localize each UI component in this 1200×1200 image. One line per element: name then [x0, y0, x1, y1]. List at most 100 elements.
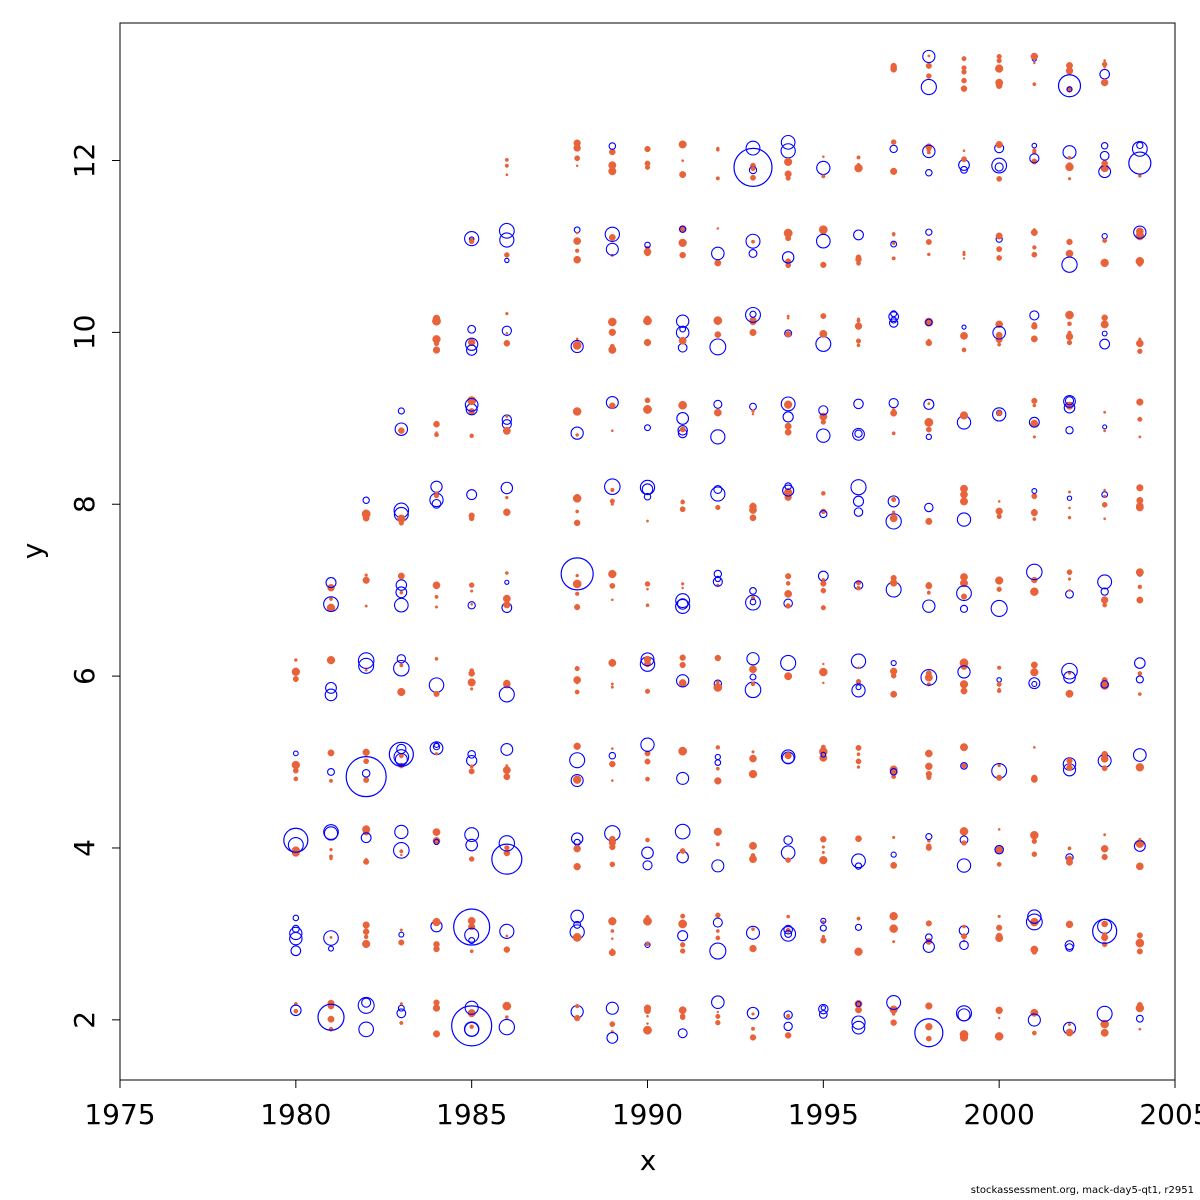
- negative-residual-point: [709, 942, 727, 960]
- negative-residual-point: [428, 677, 445, 693]
- positive-residual-point: [1138, 337, 1142, 341]
- negative-residual-point: [324, 688, 338, 702]
- negative-residual-point: [745, 233, 761, 249]
- positive-residual-point: [996, 586, 1002, 592]
- positive-residual-point: [962, 924, 966, 929]
- positive-residual-point: [997, 342, 1002, 347]
- positive-residual-point: [962, 257, 966, 260]
- positive-residual-point: [470, 589, 474, 593]
- positive-residual-point: [434, 752, 439, 756]
- y-tick-label: 2: [68, 1011, 101, 1029]
- positive-residual-point: [399, 663, 404, 668]
- negative-residual-point: [818, 405, 829, 416]
- positive-residual-point: [995, 507, 1003, 515]
- negative-residual-point: [925, 433, 933, 441]
- negative-residual-point: [745, 140, 761, 156]
- positive-residual-point: [399, 1002, 403, 1006]
- positive-residual-point: [608, 949, 616, 957]
- negative-residual-point: [358, 657, 375, 674]
- data-points: [283, 49, 1152, 1048]
- negative-residual-point: [397, 407, 405, 415]
- negative-residual-point: [925, 318, 933, 327]
- positive-residual-point: [785, 235, 792, 242]
- positive-residual-point: [925, 143, 933, 151]
- negative-residual-point: [890, 316, 898, 324]
- negative-residual-point: [431, 498, 442, 509]
- negative-residual-point: [961, 324, 967, 330]
- positive-residual-point: [504, 845, 510, 851]
- positive-residual-point: [327, 1015, 335, 1023]
- negative-residual-point: [290, 945, 302, 957]
- negative-residual-point: [1028, 416, 1040, 428]
- negative-residual-point: [780, 749, 796, 764]
- positive-residual-point: [643, 1025, 652, 1035]
- x-axis: 1975 1980 1985 1990 1995 2000 2005: [84, 1079, 1200, 1131]
- positive-residual-point: [504, 1015, 509, 1020]
- positive-residual-point: [681, 159, 685, 163]
- positive-residual-point: [822, 681, 825, 685]
- positive-residual-point: [680, 913, 686, 919]
- negative-residual-point: [890, 851, 897, 858]
- negative-residual-point: [292, 914, 300, 922]
- positive-residual-point: [994, 1032, 1004, 1041]
- negative-residual-point: [889, 768, 898, 776]
- positive-residual-point: [326, 656, 336, 665]
- negative-residual-point: [749, 310, 757, 318]
- positive-residual-point: [961, 56, 967, 62]
- positive-residual-point: [572, 775, 582, 784]
- positive-residual-point: [1031, 397, 1038, 404]
- positive-residual-point: [749, 502, 757, 511]
- negative-residual-point: [709, 338, 727, 356]
- positive-residual-point: [572, 933, 582, 942]
- positive-residual-point: [609, 861, 616, 868]
- negative-residual-point: [1136, 141, 1144, 150]
- positive-residual-point: [679, 654, 686, 661]
- negative-residual-point: [570, 426, 584, 440]
- negative-residual-point: [1102, 424, 1108, 430]
- negative-residual-point: [749, 402, 757, 411]
- negative-residual-point: [783, 1021, 793, 1032]
- positive-residual-point: [786, 316, 790, 320]
- positive-residual-point: [575, 337, 579, 341]
- positive-residual-point: [750, 174, 756, 181]
- negative-residual-point: [994, 162, 1004, 172]
- negative-residual-point: [1031, 142, 1038, 149]
- positive-residual-point: [996, 774, 1003, 781]
- negative-residual-point: [820, 1005, 827, 1011]
- negative-residual-point: [888, 311, 900, 323]
- negative-residual-point: [1061, 662, 1078, 680]
- negative-residual-point: [573, 920, 582, 929]
- positive-residual-point: [925, 1002, 933, 1010]
- positive-residual-point: [749, 1034, 757, 1041]
- negative-residual-point: [1135, 675, 1144, 684]
- positive-residual-point: [328, 854, 334, 859]
- positive-residual-point: [1033, 61, 1036, 65]
- positive-residual-point: [678, 919, 688, 929]
- negative-residual-point: [396, 1008, 407, 1019]
- negative-residual-point: [922, 599, 936, 613]
- negative-residual-point: [570, 339, 584, 354]
- negative-residual-point: [451, 1005, 493, 1047]
- negative-residual-point: [1100, 680, 1109, 689]
- negative-residual-point: [888, 397, 899, 409]
- negative-residual-point: [1064, 940, 1075, 951]
- negative-residual-point: [713, 484, 723, 494]
- positive-residual-point: [679, 506, 686, 513]
- positive-residual-point: [432, 917, 441, 927]
- positive-residual-point: [362, 576, 370, 584]
- positive-residual-point: [889, 924, 898, 933]
- negative-residual-point: [398, 931, 405, 938]
- negative-residual-point: [432, 742, 441, 751]
- positive-residual-point: [996, 681, 1002, 687]
- positive-residual-point: [646, 752, 649, 756]
- positive-residual-point: [891, 408, 896, 412]
- negative-residual-point: [362, 496, 370, 504]
- negative-residual-point: [819, 509, 828, 519]
- positive-residual-point: [857, 666, 860, 670]
- negative-residual-point: [1133, 225, 1147, 239]
- positive-residual-point: [575, 573, 579, 578]
- positive-residual-point: [432, 828, 441, 836]
- positive-residual-point: [1030, 1008, 1039, 1017]
- positive-residual-point: [784, 1032, 792, 1039]
- negative-residual-point: [604, 478, 621, 496]
